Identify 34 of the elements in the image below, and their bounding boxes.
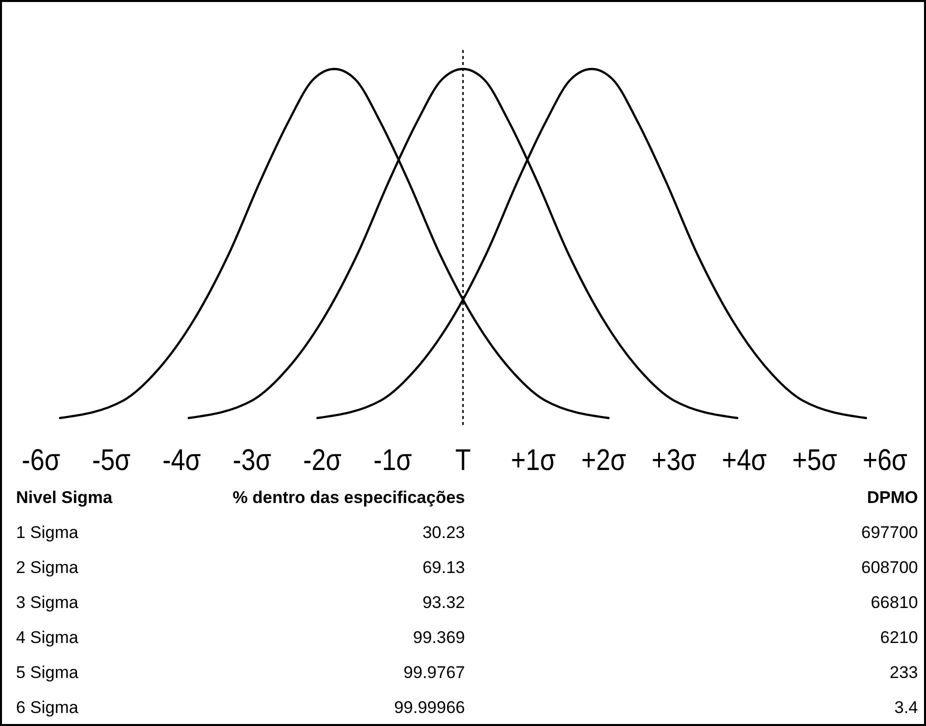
text: 6 Sigma: [16, 698, 79, 717]
x-tick-label: +2σ: [581, 443, 626, 476]
x-tick-label: -2σ: [303, 443, 342, 476]
text: 608700: [861, 558, 918, 577]
text: 697700: [861, 523, 918, 542]
text: 6210: [880, 628, 918, 647]
text: 3.4: [894, 698, 918, 717]
text: 93.32: [422, 593, 465, 612]
text: DPMO: [867, 488, 918, 507]
text: 3 Sigma: [16, 593, 79, 612]
text: 5 Sigma: [16, 663, 79, 682]
text: 233: [890, 663, 918, 682]
x-tick-label: -5σ: [92, 443, 131, 476]
x-tick-label: -1σ: [373, 443, 412, 476]
x-tick-label: -3σ: [232, 443, 272, 476]
text: 1 Sigma: [16, 523, 79, 542]
x-tick-label: T: [455, 443, 471, 476]
x-tick-label: +1σ: [510, 443, 556, 476]
x-tick-label: -4σ: [162, 443, 201, 476]
text: 99.9767: [404, 663, 465, 682]
text: Nivel Sigma: [16, 488, 113, 507]
text: 4 Sigma: [16, 628, 79, 647]
x-tick-label: +3σ: [652, 443, 696, 476]
text: % dentro das especificações: [232, 488, 465, 507]
x-tick-label: +6σ: [862, 443, 908, 476]
text: 99.99966: [394, 698, 465, 717]
x-tick-label: +4σ: [722, 443, 767, 476]
text: 69.13: [422, 558, 465, 577]
text: 2 Sigma: [16, 558, 79, 577]
text: 66810: [870, 593, 918, 612]
text: 99.369: [413, 628, 465, 647]
x-tick-label: +5σ: [792, 443, 838, 476]
text: 30.23: [422, 523, 465, 542]
x-tick-label: -6σ: [22, 443, 60, 476]
